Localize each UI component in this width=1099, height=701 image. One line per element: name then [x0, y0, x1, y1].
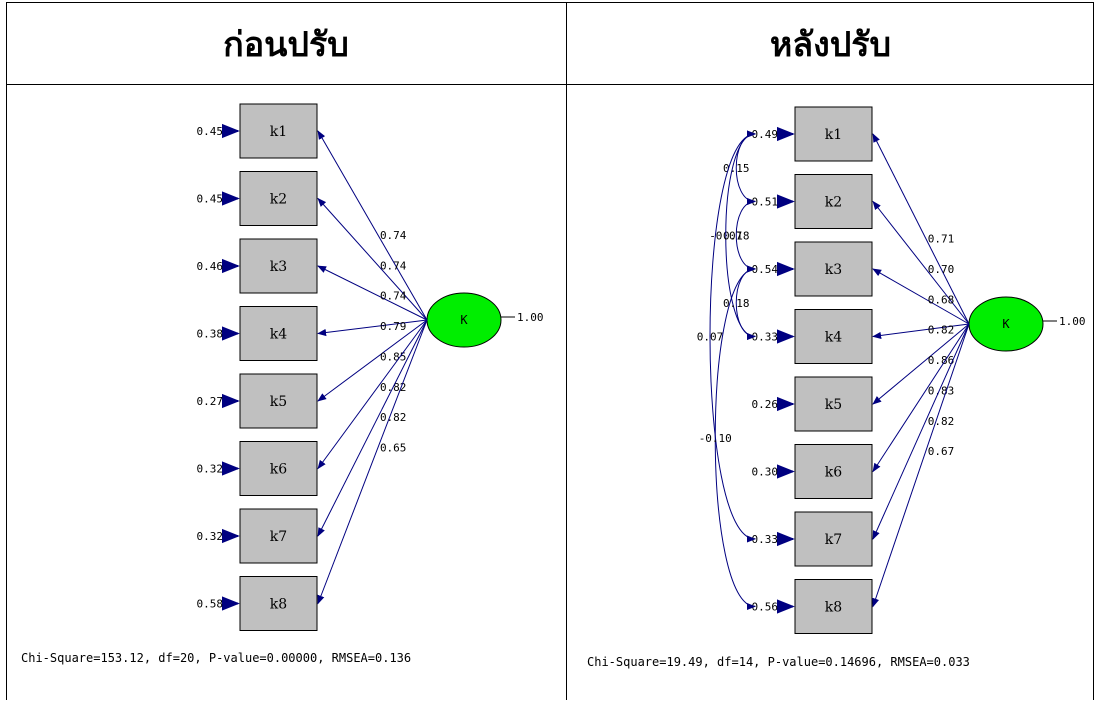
- loading-path: [317, 265, 428, 321]
- indicator-label: k4: [270, 327, 287, 343]
- error-variance: 0.58: [197, 598, 224, 611]
- indicator-label: k6: [270, 462, 287, 478]
- indicator-label: k1: [270, 124, 287, 140]
- indicator-label: k8: [825, 600, 842, 616]
- indicator-box-k6: [794, 444, 873, 499]
- indicator-box-k5: [239, 373, 318, 429]
- error-variance: 0.45: [197, 193, 224, 206]
- header-divider: [6, 84, 1094, 85]
- factor-loading: 0.74: [380, 259, 407, 272]
- error-variance: 0.54: [752, 263, 779, 276]
- indicator-box-k1: [239, 103, 318, 159]
- indicator-box-k1: [794, 106, 873, 162]
- error-variance: 0.49: [752, 128, 779, 141]
- factor-loading: 0.79: [380, 320, 407, 333]
- column-divider: [566, 2, 567, 700]
- indicator-label: k8: [270, 597, 287, 613]
- loading-path: [317, 130, 428, 321]
- error-variance: 0.33: [752, 331, 779, 344]
- covariance-value: 0.07: [697, 331, 724, 344]
- factor-loading: 0.82: [928, 415, 955, 428]
- fit-statistics: Chi-Square=19.49, df=14, P-value=0.14696…: [587, 655, 970, 669]
- error-variance: 0.27: [197, 395, 224, 408]
- loading-path: [317, 319, 428, 337]
- latent-factor-label: K: [1002, 317, 1010, 331]
- loading-path: [317, 319, 428, 470]
- factor-loading: 0.82: [380, 411, 407, 424]
- indicator-label: k5: [825, 397, 842, 413]
- loading-path: [872, 268, 970, 325]
- loading-path: [872, 323, 970, 608]
- covariance-arc: [714, 265, 756, 611]
- loading-path: [317, 319, 428, 402]
- fit-statistics: Chi-Square=153.12, df=20, P-value=0.0000…: [21, 651, 411, 665]
- indicator-label: k5: [270, 394, 287, 410]
- table-frame: [6, 2, 1094, 700]
- indicator-box-k8: [239, 576, 318, 631]
- loading-path: [317, 197, 428, 321]
- error-variance: 0.38: [197, 328, 224, 341]
- factor-loading: 0.71: [928, 233, 955, 246]
- indicator-box-k6: [239, 441, 318, 496]
- indicator-label: k2: [825, 195, 842, 211]
- factor-loading: 0.85: [380, 350, 407, 363]
- indicator-box-k3: [794, 241, 873, 297]
- error-variance: 0.51: [752, 196, 779, 209]
- loading-path: [872, 323, 970, 405]
- header-after: หลังปรับ: [769, 25, 892, 65]
- latent-variance: 1.00: [1059, 315, 1086, 328]
- indicator-box-k3: [239, 238, 318, 294]
- indicator-box-k4: [794, 309, 873, 364]
- covariance-value: 0.18: [723, 297, 750, 310]
- error-variance: 0.32: [197, 530, 224, 543]
- indicator-label: k4: [825, 330, 842, 346]
- loading-path: [872, 323, 970, 473]
- indicator-label: k7: [825, 532, 842, 548]
- indicator-box-k7: [239, 508, 318, 564]
- factor-loading: 0.67: [928, 445, 955, 458]
- loading-path: [317, 319, 428, 605]
- loading-path: [872, 323, 970, 340]
- indicator-box-k2: [239, 171, 318, 226]
- covariance-arc: [709, 130, 756, 543]
- indicator-box-k2: [794, 174, 873, 229]
- error-variance: 0.45: [197, 125, 224, 138]
- factor-loading: 0.82: [928, 324, 955, 337]
- indicator-label: k1: [825, 127, 842, 143]
- indicator-box-k4: [239, 306, 318, 361]
- covariance-value: -0.07: [709, 229, 742, 242]
- factor-loading: 0.70: [928, 263, 955, 276]
- factor-loading: 0.65: [380, 442, 407, 455]
- factor-loading: 0.68: [928, 293, 955, 306]
- loading-path: [317, 319, 428, 537]
- error-variance: 0.32: [197, 463, 224, 476]
- latent-factor-label: K: [460, 313, 468, 327]
- indicator-label: k3: [270, 259, 287, 275]
- error-variance: 0.26: [752, 398, 779, 411]
- header-before: ก่อนปรับ: [223, 25, 349, 65]
- factor-loading: 0.74: [380, 290, 407, 303]
- indicator-label: k3: [825, 262, 842, 278]
- error-variance: 0.30: [752, 466, 779, 479]
- indicator-box-k8: [794, 579, 873, 634]
- error-variance: 0.46: [197, 260, 224, 273]
- indicator-box-k7: [794, 511, 873, 567]
- loading-path: [872, 200, 970, 325]
- loading-path: [872, 323, 970, 540]
- covariance-value: 0.18: [723, 229, 750, 242]
- latent-variance: 1.00: [517, 311, 544, 324]
- error-variance: 0.33: [752, 533, 779, 546]
- indicator-label: k7: [270, 529, 287, 545]
- covariance-value: -0.10: [699, 432, 732, 445]
- indicator-label: k2: [270, 192, 287, 208]
- indicator-box-k5: [794, 376, 873, 432]
- factor-loading: 0.74: [380, 229, 407, 242]
- loading-path: [872, 133, 970, 325]
- error-variance: 0.56: [752, 601, 779, 614]
- indicator-label: k6: [825, 465, 842, 481]
